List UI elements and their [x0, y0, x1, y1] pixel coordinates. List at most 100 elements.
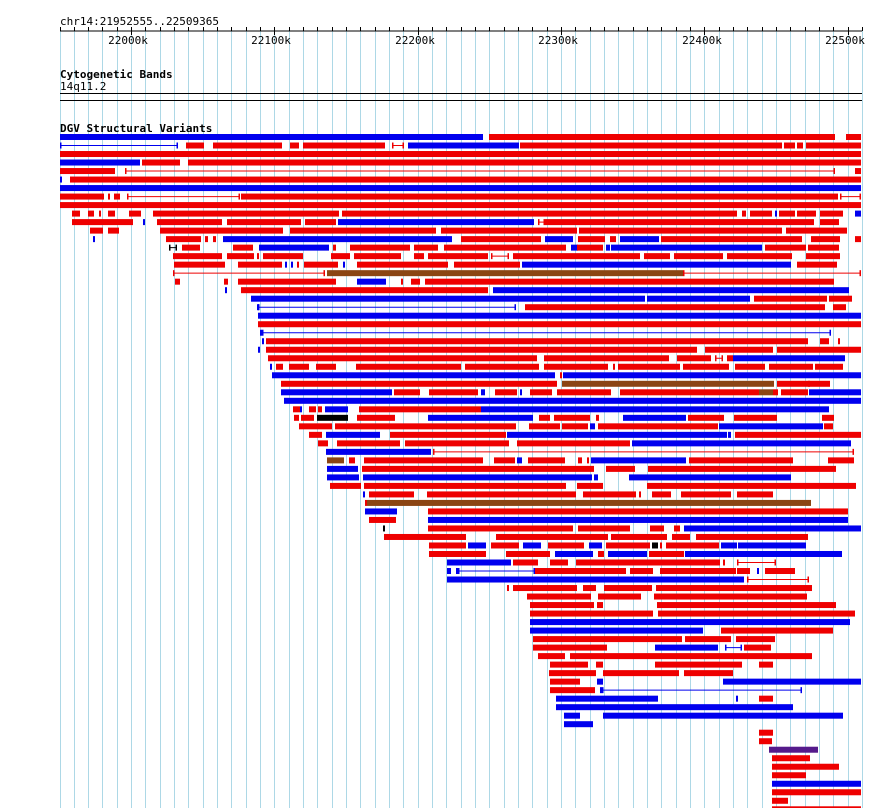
sv-variant[interactable] [738, 542, 806, 549]
sv-variant[interactable] [114, 193, 120, 200]
sv-variant[interactable] [72, 210, 80, 217]
sv-variant[interactable] [60, 193, 104, 200]
sv-variant[interactable] [365, 508, 397, 515]
sv-variant[interactable] [70, 176, 861, 183]
sv-variant[interactable] [855, 168, 861, 175]
sv-variant[interactable] [60, 176, 62, 183]
sv-variant[interactable] [654, 593, 807, 600]
sv-variant[interactable] [733, 355, 845, 362]
sv-variant[interactable] [291, 261, 293, 268]
sv-variant[interactable] [318, 406, 322, 413]
sv-variant[interactable] [772, 763, 839, 770]
sv-variant[interactable] [603, 670, 679, 677]
sv-variant[interactable] [166, 236, 201, 243]
sv-variant[interactable] [672, 533, 690, 540]
sv-variant[interactable] [677, 355, 711, 362]
sv-variant[interactable] [759, 661, 773, 668]
sv-variant[interactable] [270, 363, 272, 370]
sv-variant[interactable] [564, 712, 580, 719]
sv-variant[interactable] [773, 389, 778, 396]
sv-variant[interactable] [563, 372, 861, 379]
sv-variant[interactable] [281, 389, 392, 396]
sv-variant[interactable] [683, 363, 729, 370]
sv-variant[interactable] [769, 363, 813, 370]
sv-variant[interactable] [736, 695, 738, 702]
sv-variant[interactable] [303, 142, 385, 149]
sv-variant[interactable] [606, 244, 610, 251]
sv-variant[interactable] [363, 491, 365, 498]
sv-variant[interactable] [666, 542, 719, 549]
sv-variant[interactable] [411, 278, 420, 285]
sv-variant[interactable] [299, 423, 332, 430]
sv-variant[interactable] [750, 210, 772, 217]
sv-variant[interactable] [99, 210, 101, 217]
sv-variant[interactable] [363, 474, 592, 481]
sv-variant[interactable] [597, 602, 603, 609]
sv-variant[interactable] [557, 389, 611, 396]
sv-variant[interactable] [661, 236, 802, 243]
sv-variant[interactable] [689, 457, 793, 464]
sv-variant[interactable] [719, 423, 823, 430]
sv-variant[interactable] [562, 423, 588, 430]
sv-variant[interactable] [429, 389, 478, 396]
sv-variant[interactable] [655, 661, 742, 668]
sv-variant[interactable] [846, 134, 861, 140]
sv-variant[interactable] [596, 661, 603, 668]
sv-variant[interactable] [533, 644, 607, 651]
sv-variant[interactable] [608, 550, 647, 557]
sv-variant[interactable] [520, 142, 782, 149]
sv-variant[interactable] [491, 542, 519, 549]
sv-variant[interactable] [855, 236, 861, 243]
sv-variant[interactable] [623, 414, 686, 421]
sv-variant[interactable] [390, 431, 506, 438]
sv-variant[interactable] [108, 227, 119, 234]
sv-variant[interactable] [797, 142, 803, 149]
sv-variant[interactable] [309, 431, 322, 438]
sv-variant[interactable] [556, 695, 658, 702]
sv-variant[interactable] [530, 619, 850, 626]
sv-variant[interactable] [735, 363, 765, 370]
sv-variant[interactable] [108, 193, 110, 200]
sv-variant[interactable] [757, 568, 759, 575]
sv-variant[interactable] [506, 550, 550, 557]
cytoband-track[interactable]: Cytogenetic Bands 14q11.2 [60, 68, 862, 101]
sv-variant[interactable] [529, 423, 560, 430]
sv-variant[interactable] [317, 414, 348, 421]
sv-variant[interactable] [367, 499, 811, 506]
sv-variant[interactable] [606, 542, 650, 549]
sv-variant[interactable] [530, 610, 653, 617]
sv-variant[interactable] [578, 525, 630, 532]
sv-variant[interactable] [579, 227, 782, 234]
sv-variant[interactable] [772, 780, 861, 787]
sv-variant[interactable] [824, 423, 833, 430]
sv-variant[interactable] [401, 278, 403, 285]
sv-variant[interactable] [160, 227, 283, 234]
sv-variant[interactable] [428, 414, 533, 421]
sv-variant[interactable] [300, 406, 302, 413]
sv-variant[interactable] [258, 321, 861, 328]
sv-variant[interactable] [660, 568, 736, 575]
sv-variant[interactable] [822, 414, 834, 421]
sv-variant[interactable] [507, 585, 509, 592]
sv-variant[interactable] [316, 363, 336, 370]
sv-variant[interactable] [72, 219, 133, 226]
sv-variant[interactable] [290, 227, 436, 234]
sv-variant[interactable] [441, 227, 577, 234]
sv-variant[interactable] [427, 491, 576, 498]
sv-variant[interactable] [838, 338, 840, 345]
sv-variant[interactable] [644, 253, 670, 260]
sv-variant[interactable] [224, 278, 228, 285]
sv-variant[interactable] [258, 346, 260, 353]
sv-variant[interactable] [660, 542, 662, 549]
sv-variant[interactable] [742, 210, 746, 217]
sv-variant[interactable] [696, 533, 808, 540]
sv-variant[interactable] [349, 457, 355, 464]
sv-variant[interactable] [281, 380, 557, 387]
sv-variant[interactable] [60, 134, 483, 140]
sv-variant[interactable] [550, 559, 568, 566]
sv-variant[interactable] [596, 414, 599, 421]
sv-variant[interactable] [530, 602, 594, 609]
sv-variant[interactable] [611, 533, 667, 540]
sv-variant[interactable] [205, 236, 208, 243]
sv-variant[interactable] [182, 244, 200, 251]
